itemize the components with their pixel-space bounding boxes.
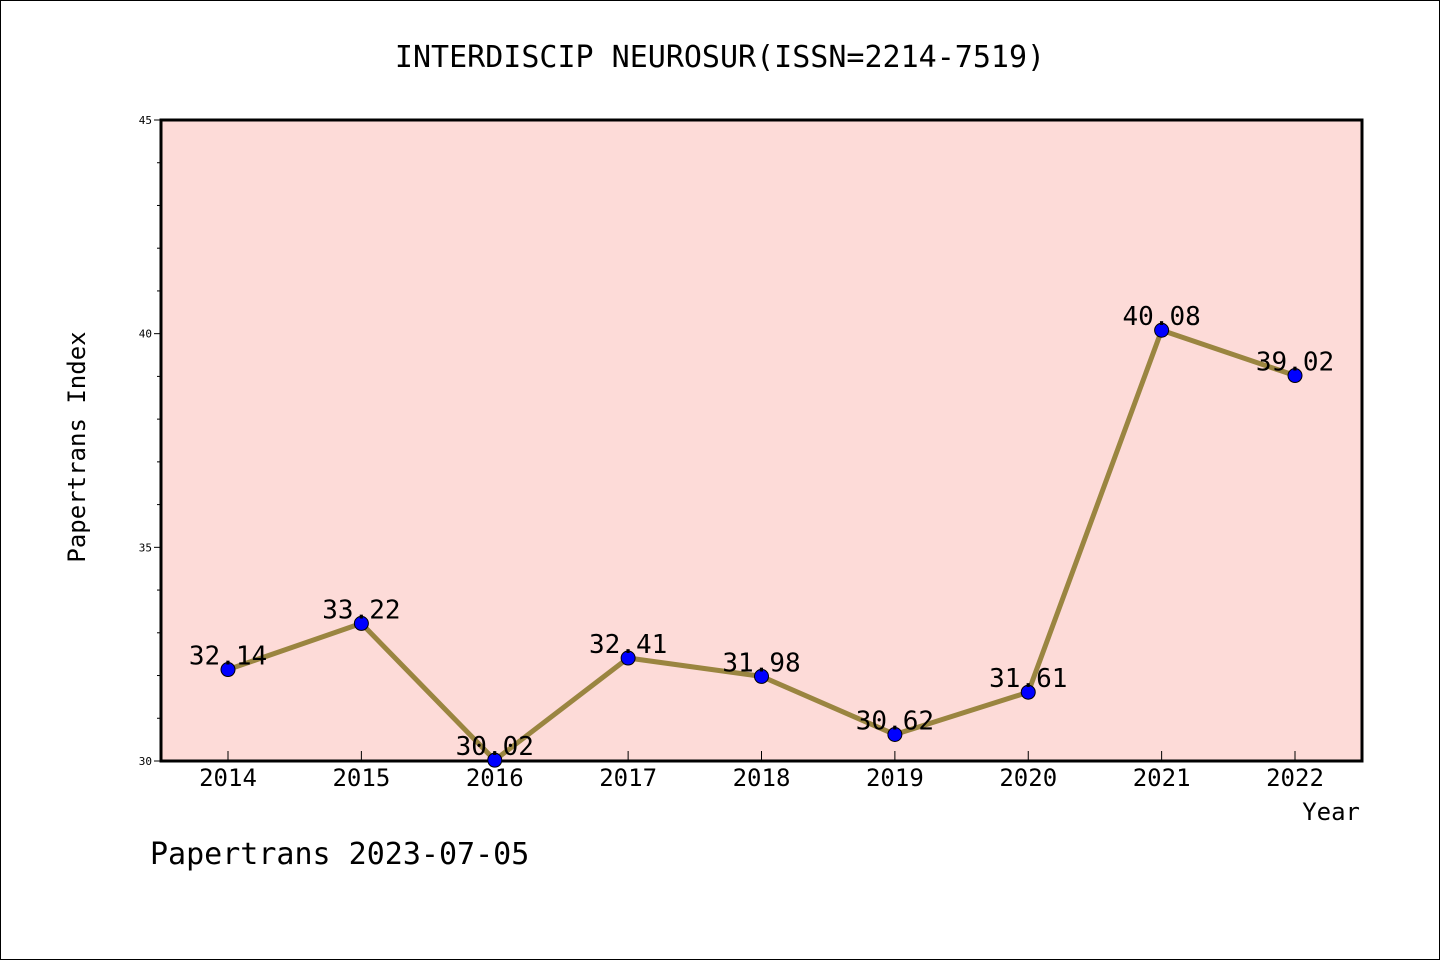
data-point: [620, 650, 636, 666]
data-point: [1154, 322, 1170, 338]
x-tick-label: 2014: [199, 764, 257, 792]
y-tick-label: 30: [139, 755, 152, 768]
data-label: 30.02: [456, 732, 534, 762]
chart-title: INTERDISCIP NEUROSUR(ISSN=2214-7519): [395, 40, 1045, 75]
data-point: [220, 662, 236, 678]
data-point: [353, 615, 369, 631]
data-label: 39.02: [1256, 348, 1334, 378]
plot-area: [159, 118, 1364, 763]
data-point: [1287, 368, 1303, 384]
x-axis: 2014 2015 2016 2017 2018 2019 2020 2021 2022: [199, 751, 1324, 792]
y-tick-label: 35: [139, 541, 152, 554]
footer-text: Papertrans 2023-07-05: [150, 837, 529, 872]
x-tick-label: 2017: [599, 764, 657, 792]
y-tick-label: 40: [139, 328, 152, 341]
data-point: [754, 668, 769, 684]
x-axis-title: Year: [1302, 798, 1360, 826]
data-markers: [220, 322, 1303, 768]
data-point: [487, 752, 503, 768]
x-tick-label: 2018: [733, 764, 791, 792]
data-point: [1020, 684, 1036, 700]
y-tick-label: 45: [139, 114, 152, 127]
x-tick-label: 2019: [866, 764, 924, 792]
x-tick-label: 2021: [1133, 764, 1191, 792]
y-axis: 30 35 40 45: [139, 114, 161, 768]
x-tick-label: 2020: [999, 764, 1057, 792]
data-point: [887, 727, 903, 743]
data-label: 32.14: [189, 642, 267, 672]
x-tick-label: 2022: [1266, 764, 1324, 792]
y-axis-title: Papertrans Index: [63, 331, 91, 562]
data-label: 30.62: [856, 707, 934, 737]
x-tick-label: 2016: [466, 764, 524, 792]
data-label: 40.08: [1122, 302, 1200, 332]
data-label: 31.98: [722, 648, 800, 678]
data-label: 32.41: [589, 630, 667, 660]
data-labels: 32.14 33.22 30.02 32.41 31.98 30.62 31.61 40.08…: [189, 302, 1334, 762]
data-label: 33.22: [322, 595, 400, 625]
data-label: 31.61: [989, 664, 1067, 694]
x-tick-label: 2015: [332, 764, 390, 792]
